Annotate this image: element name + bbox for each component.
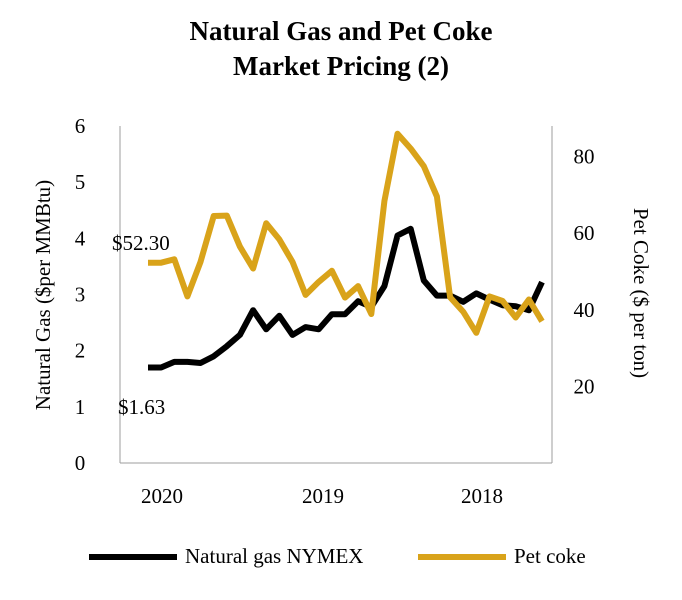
right-tick-label: 20 [574, 374, 595, 398]
series-line-pet-coke [148, 130, 545, 336]
annotation-pet-coke-start: $52.30 [112, 231, 170, 255]
left-tick-label: 2 [75, 339, 86, 363]
right-tick-label: 60 [574, 221, 595, 245]
x-tick-label: 2018 [461, 484, 503, 508]
legend-item-pet-coke: Pet coke [418, 544, 586, 569]
left-tick-label: 6 [75, 114, 86, 138]
chart-legend: Natural gas NYMEX Pet coke [0, 544, 682, 574]
left-tick-label: 1 [75, 395, 86, 419]
left-tick-label: 4 [75, 226, 86, 250]
annotation-natural-gas-start: $1.63 [118, 395, 165, 419]
legend-label-natural-gas: Natural gas NYMEX [185, 544, 364, 568]
chart-title: Natural Gas and Pet Coke Market Pricing … [0, 14, 682, 84]
left-tick-label: 3 [75, 283, 86, 307]
x-tick-label: 2019 [302, 484, 344, 508]
legend-item-natural-gas: Natural gas NYMEX [89, 544, 363, 569]
right-axis-label: Pet Coke ($ per ton) [629, 208, 653, 378]
legend-swatch-natural-gas [89, 553, 177, 560]
chart-title-line-1: Natural Gas and Pet Coke [189, 16, 493, 46]
series-line-natural-gas [148, 225, 545, 371]
legend-label-pet-coke: Pet coke [514, 544, 586, 568]
right-tick-label: 40 [574, 298, 595, 322]
legend-swatch-pet-coke [418, 553, 506, 560]
left-tick-label: 5 [75, 170, 86, 194]
left-axis-label: Natural Gas ($per MMBtu) [31, 180, 55, 410]
left-tick-label: 0 [75, 451, 86, 475]
x-tick-label: 2020 [141, 484, 183, 508]
chart-canvas: 0 1 2 3 4 5 6 20 40 60 80 2020 2019 2018 $52.30 $1.6… [31, 114, 653, 508]
chart-title-line-2: Market Pricing (2) [233, 51, 449, 81]
right-tick-label: 80 [574, 145, 595, 169]
